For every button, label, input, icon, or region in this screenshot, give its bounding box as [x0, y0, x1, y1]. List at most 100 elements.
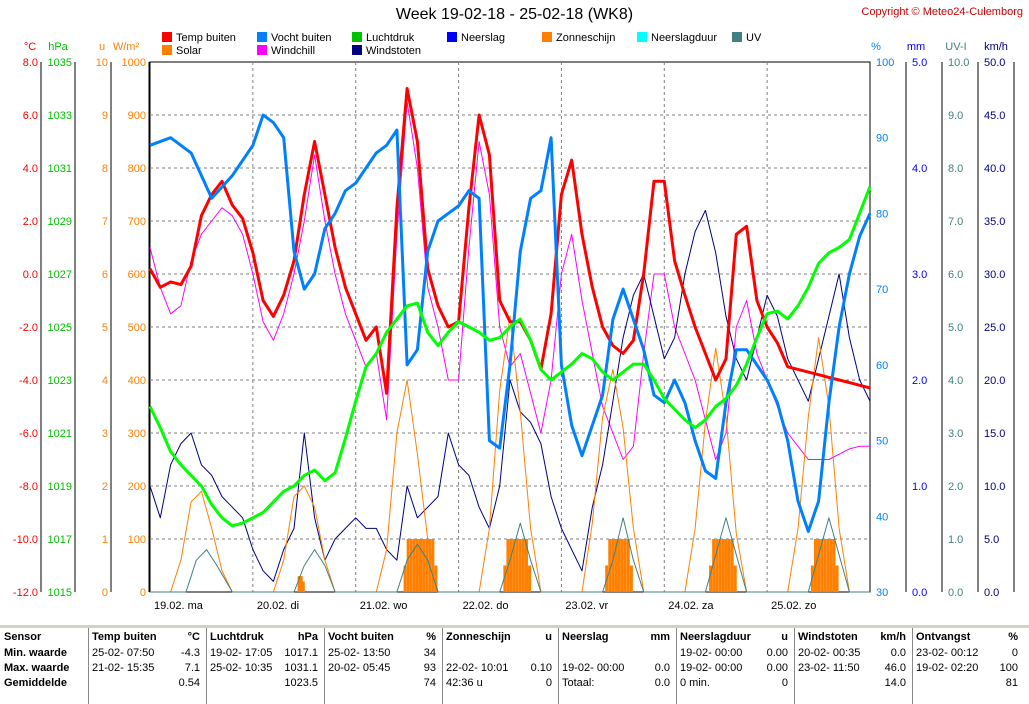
bar-zonneschijn: [415, 539, 419, 592]
bar-zonneschijn: [403, 565, 407, 592]
stats-row: 23-02- 11:50 46.0: [798, 661, 912, 676]
stats-header-row: Luchtdruk hPa: [210, 630, 324, 645]
y-tick-pressure: 1021: [48, 428, 72, 440]
stats-table: Sensor Min. waarde Max. waarde Gemiddelde Te…: [0, 628, 1029, 704]
stats-unit: hPa: [297, 631, 318, 643]
legend-windchill: Windchill: [257, 45, 315, 58]
stats-date: 19-02- 00:00: [562, 662, 625, 674]
stats-header-row: Temp buiten °C: [92, 630, 206, 645]
y-tick-wind: 50.0: [984, 57, 1005, 69]
stats-header: Ontvangst: [916, 631, 971, 643]
y-tick-sun: 6: [102, 269, 108, 281]
y-tick-solar: 500: [128, 322, 146, 334]
legend-swatch-gusts: [352, 45, 362, 55]
bar-zonneschijn: [817, 539, 821, 592]
stats-row: 25-02- 07:50 -4.3: [92, 646, 206, 661]
legend-label: Temp buiten: [176, 32, 236, 44]
stats-row: 19-02- 00:00 0.00: [680, 661, 794, 676]
y-tick-pressure: 1017: [48, 534, 72, 546]
legend-swatch-rain-duration: [637, 32, 647, 42]
y-tick-wind: 20.0: [984, 375, 1005, 387]
stats-row: 19-02- 00:00 0.00: [680, 646, 794, 661]
weather-chart: 19.02. ma 20.02. di 21.02. wo 22.02. do 23.0…: [13, 41, 1015, 612]
legend-temp: Temp buiten: [162, 32, 236, 45]
stats-value: -4.3: [181, 647, 200, 659]
y-tick-uv: 9.0: [948, 110, 963, 122]
x-tick-label: 22.02. do: [463, 600, 509, 612]
y-tick-solar: 100: [128, 534, 146, 546]
y-tick-pressure: 1023: [48, 375, 72, 387]
stats-row-label: Gemiddelde: [4, 677, 67, 689]
bar-zonneschijn: [409, 539, 413, 592]
bar-zonneschijn: [832, 539, 836, 592]
series-vocht-buiten: [149, 113, 872, 533]
stats-date: 25-02- 07:50: [92, 647, 155, 659]
y-tick-solar: 1000: [122, 57, 146, 69]
bar-zonneschijn: [422, 539, 426, 592]
stats-value: 0: [545, 677, 552, 689]
bar-zonneschijn: [521, 539, 525, 592]
y-tick-humidity: 60: [876, 360, 888, 372]
stats-separator: [558, 628, 559, 704]
y-tick-wind: 35.0: [984, 216, 1005, 228]
y-tick-pressure: 1015: [48, 587, 72, 599]
y-tick-temp: -10.0: [13, 534, 38, 546]
bar-zonneschijn: [620, 539, 624, 592]
bar-zonneschijn: [297, 576, 301, 592]
stats-date: 20-02- 00:35: [798, 647, 861, 659]
stats-header: Neerslag: [562, 631, 609, 643]
bar-zonneschijn: [434, 565, 438, 592]
stats-separator: [324, 628, 325, 704]
stats-date: 42:36 u: [446, 677, 483, 689]
y-tick-temp: 4.0: [23, 163, 38, 175]
y-tick-wind: 40.0: [984, 163, 1005, 175]
y-tick-sun: 9: [102, 110, 108, 122]
legend-rain: Neerslag: [447, 32, 505, 45]
y-tick-rain: 2.0: [912, 375, 927, 387]
stats-row: 20-02- 05:45 93: [328, 661, 442, 676]
stats-unit: km/h: [880, 631, 906, 643]
stats-date: 21-02- 15:35: [92, 662, 155, 674]
y-tick-sun: 3: [102, 428, 108, 440]
y-tick-sun: 5: [102, 322, 108, 334]
x-tick-label: 25.02. zo: [771, 600, 816, 612]
y-tick-sun: 8: [102, 163, 108, 175]
stats-header-row: Zonneschijn u: [446, 630, 558, 645]
bar-zonneschijn: [820, 539, 824, 592]
stats-value: 1023.5: [284, 677, 318, 689]
y-tick-humidity: 80: [876, 208, 888, 220]
stats-value: 93: [423, 662, 436, 674]
bar-zonneschijn: [826, 539, 830, 592]
legend-label: Neerslagduur: [651, 32, 718, 44]
bar-zonneschijn: [623, 539, 627, 592]
y-tick-wind: 0.0: [984, 587, 999, 599]
bar-zonneschijn: [518, 539, 522, 592]
bar-zonneschijn: [528, 565, 532, 592]
axis-unit-uv: UV-I: [945, 41, 966, 53]
bar-zonneschijn: [730, 539, 734, 592]
stats-row: 0.54: [92, 676, 206, 691]
legend-swatch-rain: [447, 32, 457, 42]
legend-swatch-pressure: [352, 32, 362, 42]
y-tick-uv: 4.0: [948, 375, 963, 387]
stats-row: 81: [916, 676, 1024, 691]
y-tick-humidity: 90: [876, 133, 888, 145]
axis-unit-sun: u: [99, 41, 105, 53]
bar-zonneschijn: [425, 539, 429, 592]
stats-date: 19-02- 00:00: [680, 662, 743, 674]
stats-column: Neerslagduur u 19-02- 00:00 0.00 19-02- 00:0…: [680, 628, 794, 704]
legend-label: Solar: [176, 45, 202, 57]
legend-rain-duration: Neerslagduur: [637, 32, 717, 45]
stats-date: 25-02- 13:50: [328, 647, 391, 659]
stats-value: 0: [1011, 647, 1018, 659]
stats-separator: [442, 628, 443, 704]
stats-row: Max. waarde: [4, 661, 88, 676]
axis-unit-humidity: %: [871, 41, 881, 53]
stats-header-row: Vocht buiten%: [328, 630, 442, 645]
series-uv: [150, 517, 870, 593]
series-luchtdruk: [148, 186, 872, 528]
stats-value: 0.54: [178, 677, 200, 689]
y-tick-pressure: 1025: [48, 322, 72, 334]
y-tick-uv: 2.0: [948, 481, 963, 493]
bar-zonneschijn: [524, 539, 528, 592]
